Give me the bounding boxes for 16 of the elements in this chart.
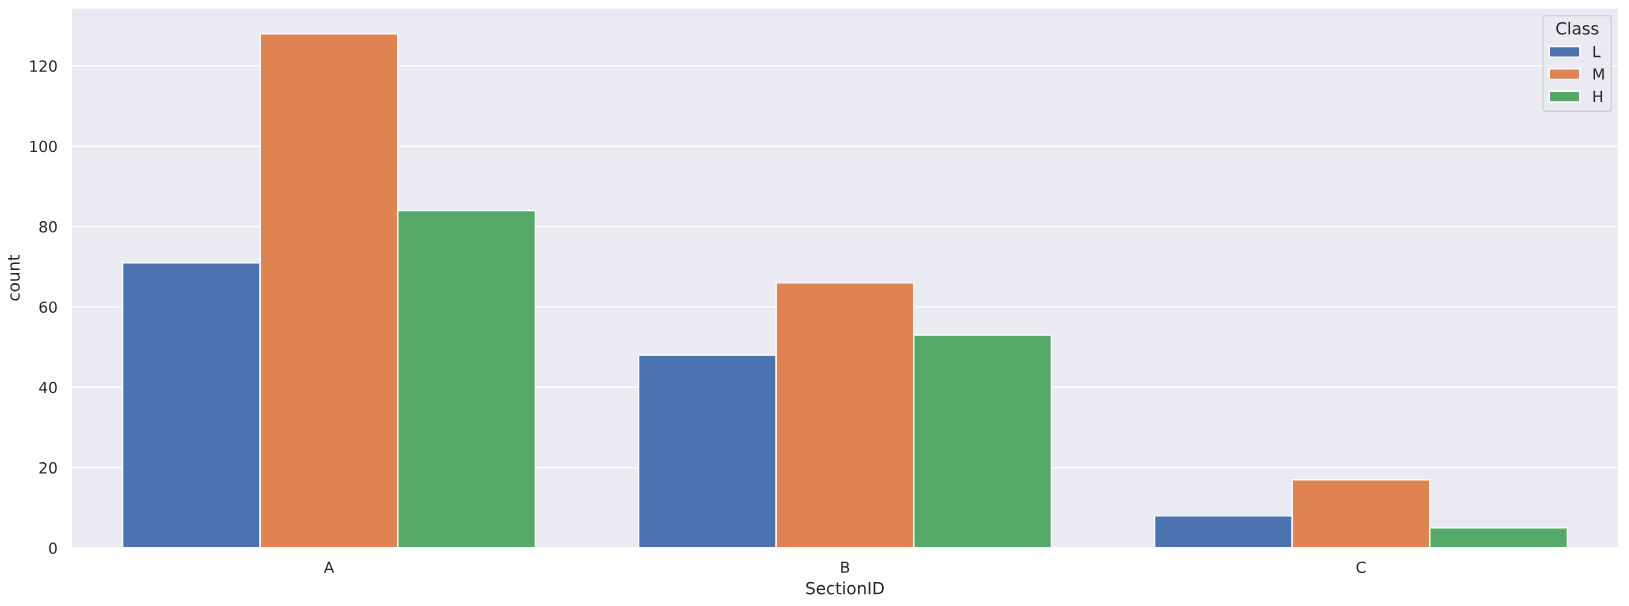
y-tick-label: 0 bbox=[49, 542, 57, 555]
y-tick-label: 120 bbox=[30, 60, 57, 72]
x-tick-label: A bbox=[323, 561, 335, 573]
legend-label: L bbox=[1593, 45, 1601, 58]
y-tick-label: 40 bbox=[39, 381, 57, 394]
y-tick-label: 60 bbox=[39, 301, 57, 313]
x-axis-title: SectionID bbox=[806, 581, 884, 595]
y-tick-label: 80 bbox=[39, 221, 57, 233]
legend-title: Class bbox=[1556, 21, 1599, 35]
legend-label: H bbox=[1593, 90, 1603, 102]
x-tick-label: B bbox=[841, 561, 850, 573]
y-tick-label: 100 bbox=[30, 140, 57, 153]
y-axis-title: count bbox=[7, 254, 20, 301]
y-tick-label: 20 bbox=[39, 462, 57, 474]
x-tick-label: C bbox=[1356, 561, 1366, 574]
legend-label: M bbox=[1593, 68, 1604, 80]
